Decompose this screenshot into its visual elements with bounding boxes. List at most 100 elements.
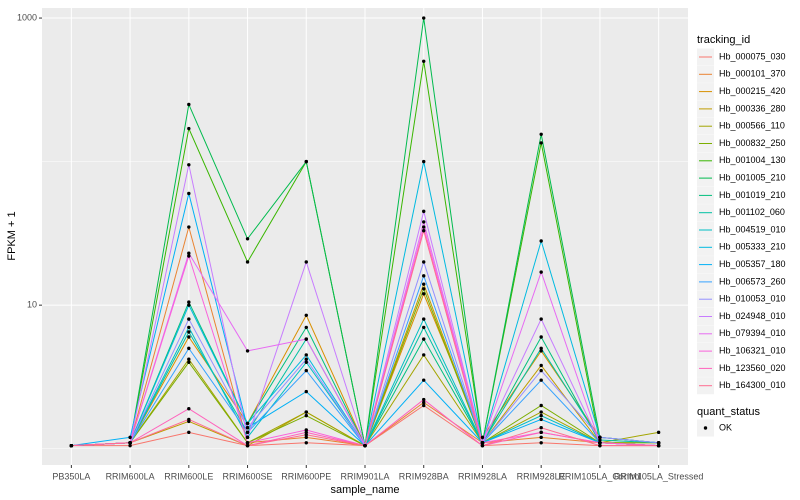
data-point — [422, 337, 426, 341]
legend-label: Hb_005357_180 — [719, 259, 786, 269]
data-point — [187, 335, 191, 339]
x-tick-label: RRIM901LA — [340, 471, 389, 481]
legend-label: Hb_079394_010 — [719, 328, 786, 338]
data-point — [598, 435, 602, 440]
data-point — [304, 441, 308, 445]
legend-label: Hb_001102_060 — [719, 207, 785, 217]
data-point — [539, 349, 543, 353]
data-point — [304, 410, 308, 414]
data-point — [422, 353, 426, 357]
data-point — [187, 357, 191, 361]
data-point — [422, 378, 426, 382]
data-point — [187, 163, 191, 167]
x-tick-label: RRIM928BA — [399, 471, 449, 481]
data-point — [422, 282, 426, 286]
data-point — [539, 239, 543, 243]
legend-label: Hb_006573_260 — [719, 276, 786, 286]
legend-label: Hb_000566_110 — [719, 121, 785, 131]
data-point — [539, 441, 543, 445]
data-point — [304, 413, 308, 418]
x-tick-label: RRIM928LE — [517, 471, 566, 481]
data-point — [304, 435, 308, 440]
legend-label: Hb_000101_370 — [719, 69, 786, 79]
data-point — [422, 209, 426, 214]
data-point — [539, 363, 543, 368]
legend-label: Hb_001019_210 — [719, 190, 786, 200]
data-point — [304, 337, 308, 341]
data-point — [422, 225, 426, 229]
data-point — [539, 141, 543, 145]
data-point — [422, 403, 426, 408]
data-point — [422, 325, 426, 330]
data-point — [422, 16, 426, 20]
data-point — [539, 430, 543, 435]
data-point — [245, 443, 250, 448]
data-point — [422, 229, 426, 233]
legend-label: Hb_123560_020 — [719, 363, 786, 373]
data-point — [422, 59, 426, 63]
data-point — [187, 346, 191, 351]
data-point — [598, 443, 602, 448]
y-axis-title: FPKM + 1 — [6, 211, 18, 260]
data-point — [128, 435, 132, 440]
data-point — [422, 274, 426, 278]
data-point — [539, 335, 543, 339]
data-point — [539, 426, 543, 430]
data-point — [304, 433, 308, 437]
x-tick-label: PB350LA — [52, 471, 90, 481]
legend-label: Hb_000832_250 — [719, 138, 786, 148]
legend-label: Hb_000336_280 — [719, 103, 786, 113]
data-point — [539, 435, 543, 440]
legend-title: tracking_id — [697, 34, 750, 46]
data-point — [422, 292, 426, 296]
data-point — [539, 403, 543, 408]
data-point — [422, 159, 426, 164]
data-point — [304, 389, 308, 394]
data-point — [187, 191, 191, 196]
data-point — [187, 251, 191, 255]
legend-label: Hb_024948_010 — [719, 311, 786, 321]
data-point — [187, 360, 191, 364]
legend-label: OK — [719, 422, 732, 432]
data-point — [422, 397, 426, 402]
data-point — [480, 441, 485, 445]
legend-label: Hb_164300_010 — [719, 380, 786, 390]
x-tick-label: RRIM600LA — [106, 471, 155, 481]
data-point — [187, 303, 191, 307]
data-point — [480, 435, 485, 440]
legend-label: Hb_106321_010 — [719, 345, 786, 355]
legend-title: quant_status — [697, 406, 760, 418]
legend-label: Hb_000215_420 — [719, 86, 786, 96]
data-point — [245, 421, 250, 426]
y-tick-label: 1000 — [17, 12, 37, 22]
data-point — [245, 441, 250, 445]
data-point — [539, 132, 543, 136]
legend-swatch — [703, 426, 708, 430]
data-point — [187, 417, 191, 422]
x-tick-label: RRIM600SE — [223, 471, 273, 481]
data-point — [304, 325, 308, 330]
data-point — [187, 126, 191, 131]
data-point — [304, 428, 308, 432]
x-tick-label: RRIM105LA_Control — [558, 471, 641, 481]
data-point — [245, 260, 250, 264]
legend-label: Hb_001004_130 — [719, 155, 786, 165]
data-point — [539, 378, 543, 382]
x-axis-title: sample_name — [330, 484, 399, 496]
data-point — [422, 260, 426, 264]
data-point — [598, 441, 602, 445]
data-point — [304, 353, 308, 357]
legend-label: Hb_001005_210 — [719, 172, 786, 182]
data-point — [656, 443, 661, 448]
data-point — [245, 435, 250, 440]
data-point — [245, 426, 250, 430]
data-point — [656, 430, 661, 435]
data-point — [422, 287, 426, 291]
data-point — [245, 237, 250, 241]
data-point — [304, 313, 308, 317]
data-point — [304, 159, 308, 164]
legend-label: Hb_000075_030 — [719, 51, 786, 61]
data-point — [539, 410, 543, 414]
data-point — [539, 417, 543, 422]
legend-label: Hb_004519_010 — [719, 224, 786, 234]
